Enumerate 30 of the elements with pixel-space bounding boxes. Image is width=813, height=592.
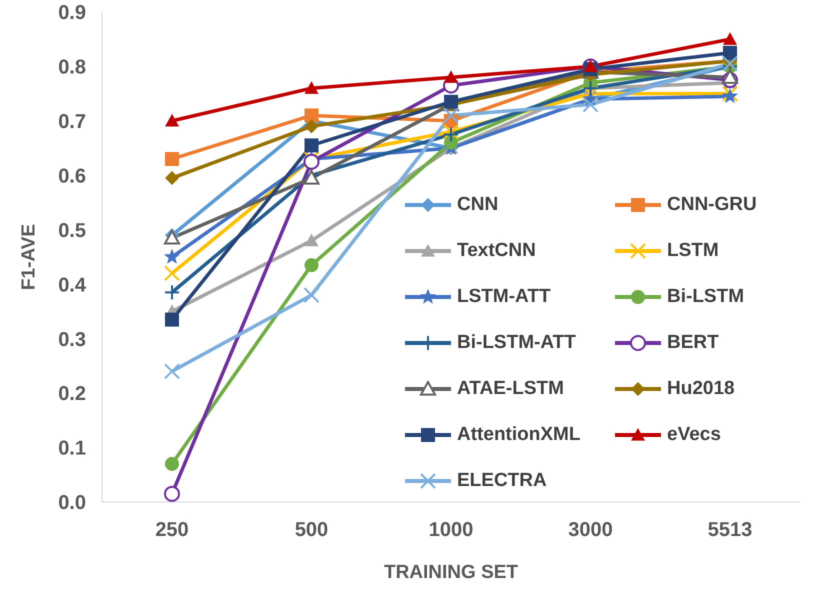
legend-label: LSTM-ATT (457, 286, 551, 308)
x-tick-label: 5513 (708, 519, 752, 542)
x-tick-label: 250 (155, 519, 189, 542)
legend-label: BERT (667, 332, 719, 354)
legend-label: ELECTRA (457, 470, 547, 492)
y-tick-label: 0.4 (58, 274, 87, 296)
legend-label: TextCNN (457, 240, 536, 262)
y-tick-label: 0.2 (58, 383, 86, 406)
y-tick-label: 0.0 (58, 492, 86, 514)
y-tick-label: 0.3 (58, 328, 86, 351)
legend-label: LSTM (667, 240, 719, 262)
x-tick-label: 1000 (428, 519, 474, 542)
y-axis-title: F1-AVE (18, 224, 40, 290)
legend-label: CNN (457, 194, 498, 216)
legend-label: CNN-GRU (667, 194, 757, 216)
legend-label: Bi-LSTM-ATT (457, 332, 576, 354)
legend-label: AttentionXML (457, 424, 580, 446)
y-tick-label: 0.5 (58, 220, 86, 242)
x-axis-title: TRAINING SET (384, 562, 518, 583)
legend-label: eVecs (667, 424, 721, 446)
y-tick-label: 0.8 (58, 56, 86, 79)
legend-label: Hu2018 (667, 378, 735, 400)
y-tick-label: 0.6 (58, 165, 86, 188)
legend-label: Bi-LSTM (667, 286, 744, 308)
x-tick-label: 3000 (568, 519, 613, 542)
y-tick-label: 0.9 (58, 2, 86, 24)
x-tick-label: 500 (294, 519, 328, 542)
legend-label: ATAE-LSTM (457, 378, 564, 400)
y-tick-label: 0.7 (58, 110, 86, 133)
y-tick-label: 0.1 (58, 438, 86, 460)
